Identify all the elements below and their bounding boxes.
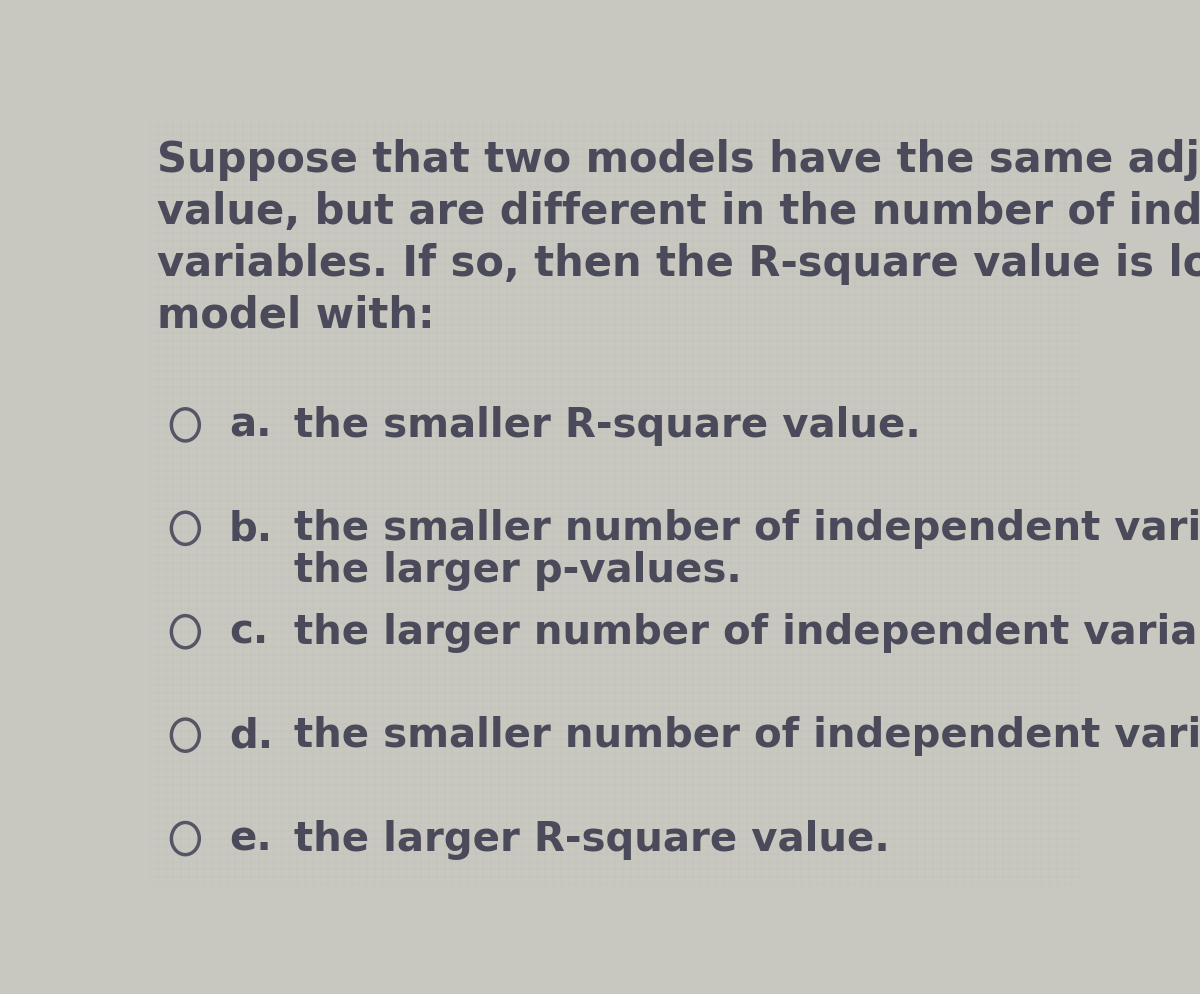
Text: the smaller number of independent variables.: the smaller number of independent variab… <box>294 716 1200 755</box>
Text: the larger R-square value.: the larger R-square value. <box>294 819 890 859</box>
Text: b.: b. <box>229 509 274 549</box>
Text: Suppose that two models have the same adjusted R-square: Suppose that two models have the same ad… <box>157 138 1200 180</box>
Text: the larger number of independent variables.: the larger number of independent variabl… <box>294 612 1200 652</box>
Text: a.: a. <box>229 406 271 445</box>
Text: e.: e. <box>229 819 272 859</box>
Text: model with:: model with: <box>157 294 436 337</box>
Text: value, but are different in the number of independent: value, but are different in the number o… <box>157 191 1200 233</box>
Text: the larger p-values.: the larger p-values. <box>294 551 742 590</box>
Text: the smaller number of independent variables and: the smaller number of independent variab… <box>294 509 1200 549</box>
Text: c.: c. <box>229 612 269 652</box>
Text: the smaller R-square value.: the smaller R-square value. <box>294 406 920 445</box>
Text: variables. If so, then the R-square value is lower for the: variables. If so, then the R-square valu… <box>157 243 1200 284</box>
Text: d.: d. <box>229 716 274 755</box>
